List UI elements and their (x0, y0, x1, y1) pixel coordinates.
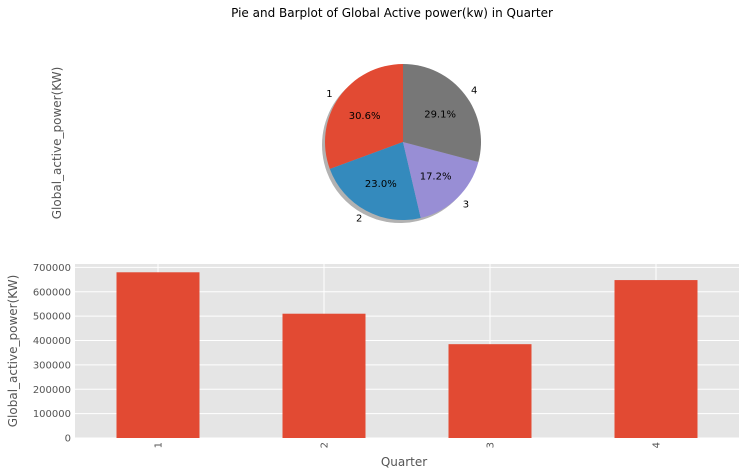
bar-chart: 0 100000 200000 300000 400000 500000 600000 700… (6, 263, 739, 469)
bar-y-tick-label: 300000 (33, 360, 71, 371)
pie-slice-2 (329, 142, 421, 220)
pie-percent-label: 23.0% (365, 179, 397, 190)
bar-x-tick-label: 1 (154, 442, 165, 448)
bar-quarter-2 (282, 313, 366, 438)
pie-slice-label: 1 (326, 89, 332, 100)
pie-slices (324, 64, 481, 220)
bar-y-tick-labels: 0 100000 200000 300000 400000 500000 600000 700… (33, 263, 71, 445)
bar-bars (116, 272, 698, 438)
pie-chart: Global_active_power(KW) 1 30.6% 2 23.0% 3 17.… (50, 64, 481, 225)
bar-y-tick-label: 700000 (33, 263, 71, 274)
pie-percent-label: 30.6% (349, 111, 381, 122)
pie-slice-4 (403, 64, 481, 163)
pie-percent-label: 29.1% (424, 109, 456, 120)
bar-y-tick-label: 0 (65, 434, 71, 445)
bar-x-tick-labels: 1 2 3 4 (154, 442, 663, 448)
pie-slice-label: 3 (463, 200, 469, 211)
pie-ylabel: Global_active_power(KW) (50, 67, 64, 220)
bar-quarter-4 (614, 280, 698, 438)
bar-y-tick-label: 200000 (33, 385, 71, 396)
pie-slice-3 (403, 142, 479, 218)
bar-x-tick-label: 3 (486, 442, 497, 448)
bar-y-tick-label: 600000 (33, 287, 71, 298)
pie-slice-label: 4 (471, 86, 477, 97)
bar-quarter-1 (116, 272, 200, 438)
figure-title: Pie and Barplot of Global Active power(k… (231, 6, 553, 20)
bar-y-tick-label: 100000 (33, 409, 71, 420)
bar-y-tick-label: 400000 (33, 336, 71, 347)
bar-y-tick-label: 500000 (33, 312, 71, 323)
bar-x-tick-label: 2 (320, 442, 331, 448)
pie-labels: 1 30.6% 2 23.0% 3 17.2% 4 29.1% (326, 86, 477, 225)
bar-x-tick-label: 4 (652, 442, 663, 448)
pie-slice-label: 2 (356, 214, 362, 225)
bar-quarter-3 (448, 344, 532, 438)
pie-slice-1 (324, 64, 403, 170)
bar-ylabel: Global_active_power(KW) (6, 275, 20, 428)
pie-percent-label: 17.2% (420, 172, 452, 183)
bar-xlabel: Quarter (381, 455, 427, 469)
